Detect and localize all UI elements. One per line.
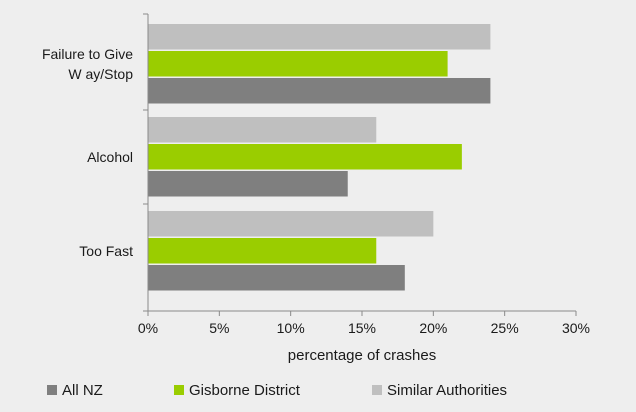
legend-label-gisborne-district: Gisborne District — [189, 381, 300, 399]
category-label-failure-to-give-way-stop: W ay/Stop — [68, 66, 133, 82]
bar-alcohol-similar-authorities — [148, 117, 377, 143]
legend-label-all-nz: All NZ — [62, 381, 103, 399]
bar-alcohol-all-nz — [148, 171, 348, 197]
legend-swatch-all-nz — [47, 385, 57, 395]
x-tick-label: 10% — [277, 320, 305, 336]
bar-failure-to-give-way-stop-similar-authorities — [148, 24, 491, 50]
category-label-too-fast: Too Fast — [79, 243, 133, 259]
bar-too-fast-gisborne-district — [148, 238, 377, 264]
x-tick-label: 15% — [348, 320, 376, 336]
x-axis-title: percentage of crashes — [288, 347, 436, 364]
bar-too-fast-all-nz — [148, 265, 405, 291]
legend-item-all-nz: All NZ — [47, 382, 103, 399]
labels-layer: 0% 5% 10% 15% 20% 25% 30% Failure to Give W ay/S… — [42, 46, 590, 336]
category-label-alcohol: Alcohol — [87, 149, 133, 165]
bars-layer — [148, 24, 491, 291]
legend-item-similar-authorities: Similar Authorities — [372, 382, 507, 399]
x-tick-label: 5% — [209, 320, 229, 336]
bar-failure-to-give-way-stop-gisborne-district — [148, 51, 448, 77]
legend-label-similar-authorities: Similar Authorities — [387, 381, 508, 399]
bar-too-fast-similar-authorities — [148, 211, 434, 237]
x-tick-label: 30% — [562, 320, 590, 336]
legend-item-gisborne-district: Gisborne District — [174, 382, 300, 399]
bar-alcohol-gisborne-district — [148, 144, 462, 170]
category-label-failure-to-give-way-stop: Failure to Give — [42, 46, 133, 62]
bar-failure-to-give-way-stop-all-nz — [148, 78, 491, 104]
legend: All NZ Gisborne District Similar Authori… — [0, 378, 636, 402]
axis-layer — [143, 13, 577, 316]
x-tick-label: 0% — [138, 320, 158, 336]
legend-swatch-gisborne-district — [174, 385, 184, 395]
x-tick-label: 20% — [419, 320, 447, 336]
x-tick-label: 25% — [491, 320, 519, 336]
legend-swatch-similar-authorities — [372, 385, 382, 395]
